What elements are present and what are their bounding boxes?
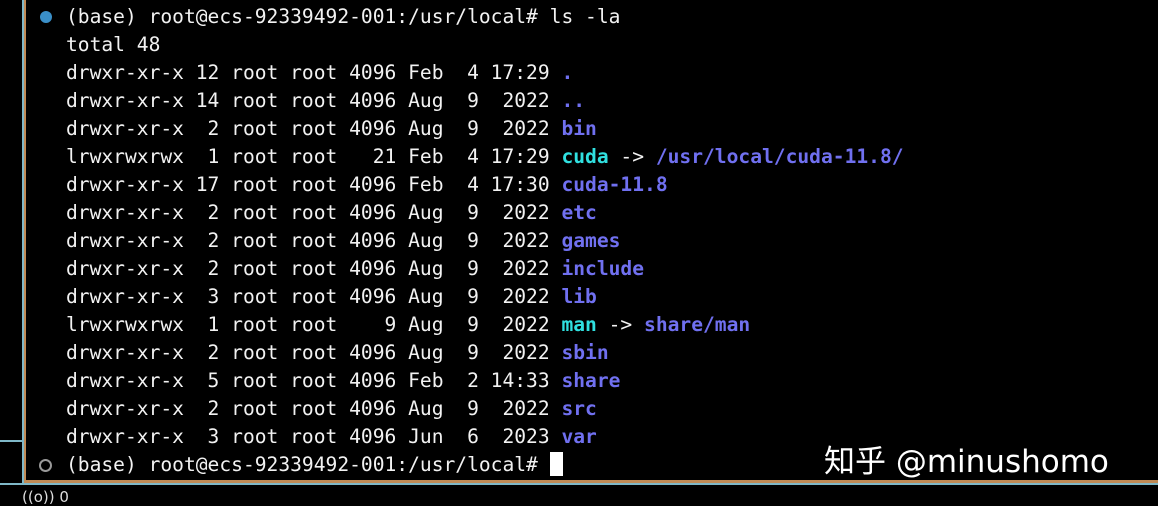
prompt: (base) root@ecs-92339492-001:/usr/local# bbox=[66, 5, 550, 28]
link-target: share/man bbox=[644, 313, 751, 336]
list-item: drwxr-xr-x 3 root root 4096 Jun 6 2023 v… bbox=[66, 423, 904, 451]
entry-meta: drwxr-xr-x 2 root root 4096 Aug 9 2022 bbox=[66, 397, 562, 420]
entry-meta: lrwxrwxrwx 1 root root 21 Feb 4 17:29 bbox=[66, 145, 562, 168]
list-item: drwxr-xr-x 5 root root 4096 Feb 2 14:33 … bbox=[66, 367, 904, 395]
entry-name: include bbox=[561, 257, 645, 280]
command-line: (base) root@ecs-92339492-001:/usr/local#… bbox=[66, 3, 904, 31]
list-item: lrwxrwxrwx 1 root root 9 Aug 9 2022 man … bbox=[66, 311, 904, 339]
broadcast-icon[interactable]: ((o)) bbox=[22, 488, 55, 506]
command-success-dot-icon[interactable] bbox=[40, 11, 52, 23]
list-item: drwxr-xr-x 2 root root 4096 Aug 9 2022 i… bbox=[66, 255, 904, 283]
list-item: drwxr-xr-x 2 root root 4096 Aug 9 2022 g… bbox=[66, 227, 904, 255]
command-pending-dot-icon[interactable] bbox=[39, 459, 52, 472]
terminal-panel[interactable] bbox=[24, 0, 1158, 483]
entry-name: bin bbox=[561, 117, 597, 140]
entry-meta: drwxr-xr-x 3 root root 4096 Jun 6 2023 bbox=[66, 425, 562, 448]
entry-meta: lrwxrwxrwx 1 root root 9 Aug 9 2022 bbox=[66, 313, 562, 336]
left-divider bbox=[0, 440, 22, 442]
entry-name: sbin bbox=[561, 341, 609, 364]
status-bar: ((o)) 0 bbox=[22, 488, 69, 506]
entry-name: etc bbox=[561, 201, 597, 224]
list-item: drwxr-xr-x 3 root root 4096 Aug 9 2022 l… bbox=[66, 283, 904, 311]
entry-meta: drwxr-xr-x 2 root root 4096 Aug 9 2022 bbox=[66, 117, 562, 140]
entry-meta: drwxr-xr-x 2 root root 4096 Aug 9 2022 bbox=[66, 257, 562, 280]
entry-name: share bbox=[561, 369, 621, 392]
list-item: drwxr-xr-x 12 root root 4096 Feb 4 17:29… bbox=[66, 59, 904, 87]
link-arrow: -> bbox=[608, 145, 656, 168]
command: ls -la bbox=[549, 5, 621, 28]
entry-name: cuda bbox=[561, 145, 609, 168]
entry-meta: drwxr-xr-x 17 root root 4096 Feb 4 17:30 bbox=[66, 173, 562, 196]
entry-name: games bbox=[561, 229, 621, 252]
bottom-divider bbox=[0, 483, 1158, 485]
list-item: drwxr-xr-x 2 root root 4096 Aug 9 2022 b… bbox=[66, 115, 904, 143]
entry-meta: drwxr-xr-x 3 root root 4096 Aug 9 2022 bbox=[66, 285, 562, 308]
list-item: drwxr-xr-x 2 root root 4096 Aug 9 2022 s… bbox=[66, 339, 904, 367]
link-arrow: -> bbox=[596, 313, 645, 336]
prompt: (base) root@ecs-92339492-001:/usr/local# bbox=[66, 453, 550, 476]
entry-name: src bbox=[561, 397, 597, 420]
entry-meta: drwxr-xr-x 12 root root 4096 Feb 4 17:29 bbox=[66, 61, 562, 84]
cursor bbox=[549, 452, 563, 476]
list-item: drwxr-xr-x 17 root root 4096 Feb 4 17:30… bbox=[66, 171, 904, 199]
entry-meta: drwxr-xr-x 2 root root 4096 Aug 9 2022 bbox=[66, 201, 562, 224]
entry-meta: drwxr-xr-x 14 root root 4096 Aug 9 2022 bbox=[66, 89, 562, 112]
list-item: drwxr-xr-x 14 root root 4096 Aug 9 2022 … bbox=[66, 87, 904, 115]
entry-name: man bbox=[561, 313, 597, 336]
entry-meta: drwxr-xr-x 2 root root 4096 Aug 9 2022 bbox=[66, 229, 562, 252]
list-item: drwxr-xr-x 2 root root 4096 Aug 9 2022 s… bbox=[66, 395, 904, 423]
entry-name: . bbox=[561, 61, 574, 84]
list-item: drwxr-xr-x 2 root root 4096 Aug 9 2022 e… bbox=[66, 199, 904, 227]
terminal-output: (base) root@ecs-92339492-001:/usr/local#… bbox=[66, 3, 904, 479]
entry-name: lib bbox=[561, 285, 597, 308]
entry-name: cuda-11.8 bbox=[561, 173, 668, 196]
entry-meta: drwxr-xr-x 2 root root 4096 Aug 9 2022 bbox=[66, 341, 562, 364]
link-target: /usr/local/cuda-11.8/ bbox=[655, 145, 904, 168]
left-panel bbox=[0, 0, 24, 484]
list-item: lrwxrwxrwx 1 root root 21 Feb 4 17:29 cu… bbox=[66, 143, 904, 171]
current-prompt-line[interactable]: (base) root@ecs-92339492-001:/usr/local# bbox=[66, 451, 904, 479]
total-line: total 48 bbox=[66, 33, 161, 56]
entry-meta: drwxr-xr-x 5 root root 4096 Feb 2 14:33 bbox=[66, 369, 562, 392]
entry-name: .. bbox=[561, 89, 586, 112]
watermark: 知乎 @minushomo bbox=[824, 444, 1109, 480]
entry-name: var bbox=[561, 425, 597, 448]
port-count: 0 bbox=[59, 488, 69, 506]
